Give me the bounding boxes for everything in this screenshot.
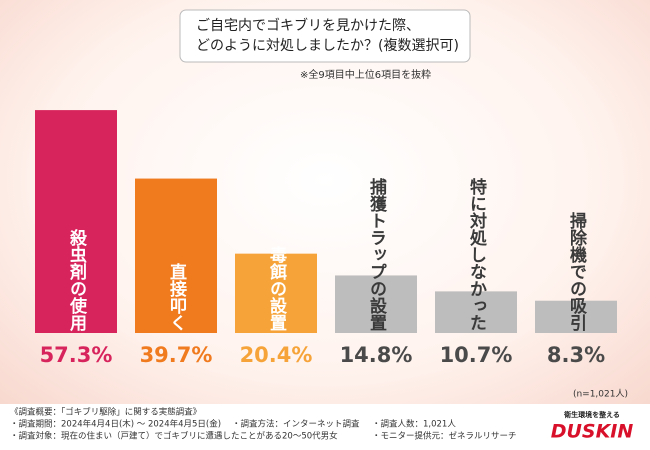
title-box [179,9,471,63]
chart-title: どのように対処しましたか？(複数選択可) [196,37,459,54]
footer-text: ・調査対象：現在の住まい（戸建て）でゴキブリに遭遇したことがある20～50代男女 [10,431,338,442]
category-label: 殺虫剤の使用 [66,228,88,332]
chart-title: ご自宅内でゴキブリを見かけた際、 [196,17,420,34]
bar [335,275,417,333]
category-label: 捕獲トラップの設置 [366,177,387,331]
bar [535,300,617,333]
value-label: 8.3% [547,343,605,367]
value-label: 20.4% [240,343,313,367]
category-label: 毒餌の設置 [266,246,288,331]
footer-text: ・調査方法：インターネット調査 [232,419,360,430]
value-label: 57.3% [40,343,113,367]
category-label: 掃除機での吸引 [566,212,587,331]
logo-tagline: 衛生環境を整える [563,410,620,419]
footer-text: 《調査概要：「ゴキブリ駆除」に関する実態調査》 [10,407,201,418]
bar [35,110,117,333]
category-label: 特に対処しなかった [466,177,488,331]
footer-text: ・モニター提供元：ゼネラルリサーチ [372,431,517,442]
value-label: 10.7% [440,343,513,367]
footer-text: ・調査期間：2024年4月4日(木) ～ 2024年4月5日(金) [10,419,221,430]
bar [235,253,317,333]
bar [135,178,217,333]
value-label: 39.7% [140,343,213,367]
sample-note: (n=1,021人) [573,389,628,400]
bar [435,291,517,333]
category-label: 直接叩く [166,262,187,331]
footer-text: ・調査人数：1,021人 [372,419,456,430]
value-label: 14.8% [340,343,413,367]
footer-band [0,404,650,450]
subtitle: ※全9項目中上位6項目を抜粋 [300,68,431,81]
logo: DUSKIN [551,421,634,443]
